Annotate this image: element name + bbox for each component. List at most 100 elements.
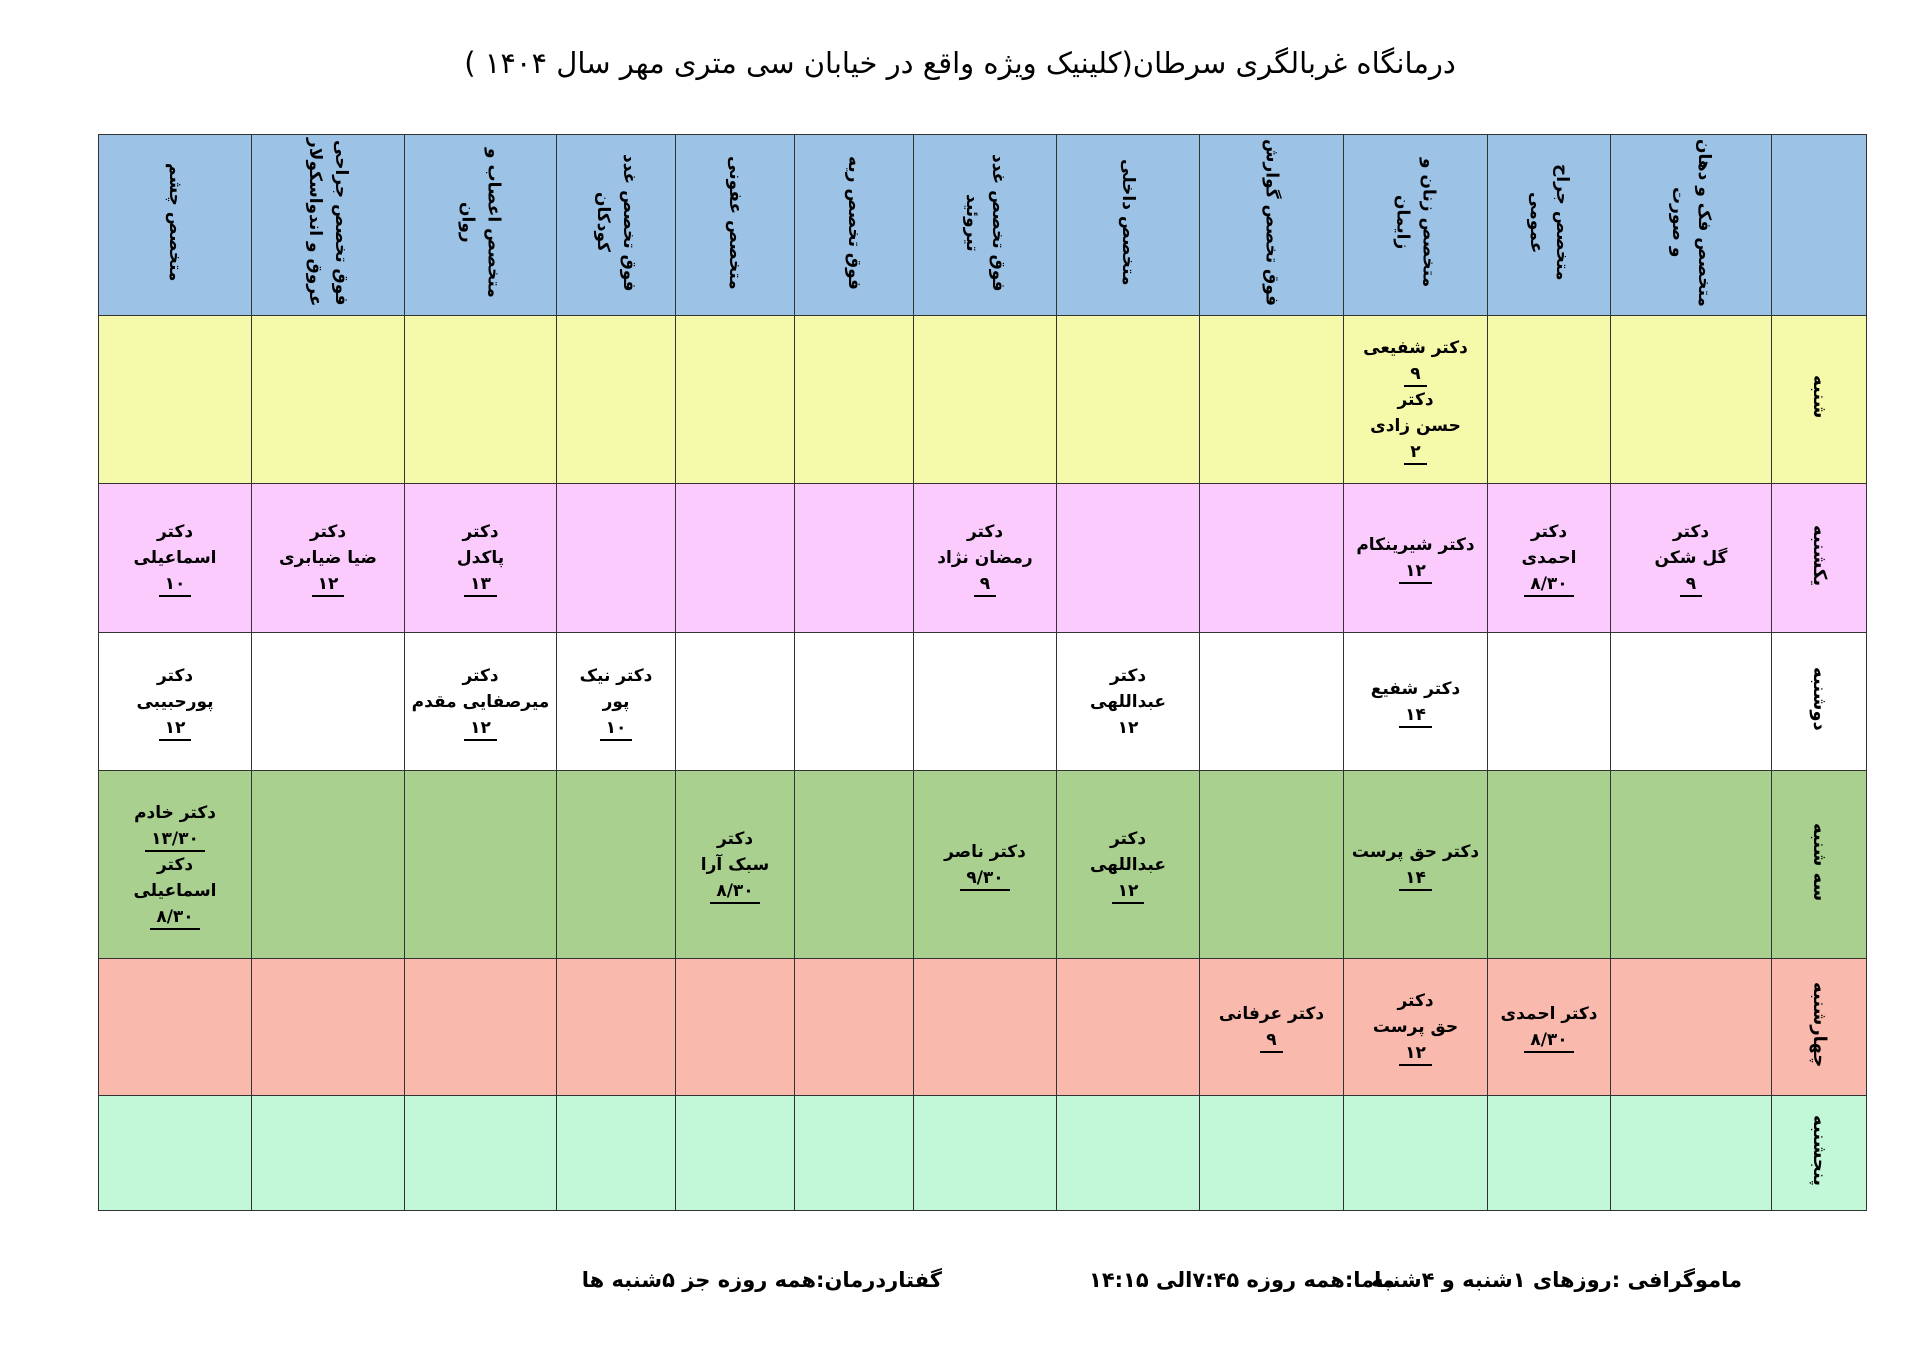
header-gynecology: متخصص زنان و زایمان bbox=[1343, 134, 1488, 316]
doctor-name: اسماعیلی bbox=[133, 880, 217, 901]
day-cell: دوشنبه bbox=[1771, 632, 1867, 771]
schedule-cell bbox=[1610, 958, 1772, 1096]
schedule-cell bbox=[98, 958, 252, 1096]
schedule-cell bbox=[404, 770, 557, 959]
day-label: پنجشنبه bbox=[1809, 1114, 1830, 1186]
doctor-name: عبداللهی bbox=[1090, 691, 1166, 712]
schedule-cell bbox=[556, 315, 676, 484]
schedule-cell bbox=[1056, 1095, 1200, 1211]
schedule-cell bbox=[675, 315, 795, 484]
day-label: یکشنبه bbox=[1809, 524, 1830, 587]
schedule-cell: دکتر شیرینکام ۱۲ bbox=[1343, 483, 1488, 633]
doctor-name: دکتر شیرینکام bbox=[1356, 535, 1475, 555]
doctor-name: دکتر bbox=[309, 522, 347, 542]
day-label: سه شنبه bbox=[1809, 822, 1830, 902]
schedule-cell bbox=[675, 632, 795, 771]
schedule-cell: دکتر حق پرست ۱۲ bbox=[1343, 958, 1488, 1096]
schedule-cell bbox=[1610, 770, 1772, 959]
visit-time: ۸/۳۰ bbox=[150, 906, 200, 930]
schedule-cell bbox=[1199, 632, 1344, 771]
header-pulmonology: فوق تخصص ریه bbox=[794, 134, 914, 316]
visit-time: ۹ bbox=[973, 573, 997, 597]
schedule-cell: دکتر پورحبیبی ۱۲ bbox=[98, 632, 252, 771]
doctor-name: دکتر عرفانی bbox=[1218, 1004, 1325, 1024]
schedule-cell: دکتر پاکدل ۱۳ bbox=[404, 483, 557, 633]
doctor-name: میرصفایی مقدم bbox=[411, 691, 550, 712]
schedule-cell bbox=[1056, 958, 1200, 1096]
doctor-name: پورحبیبی bbox=[136, 691, 214, 712]
header-thyroid-endocrinology: فوق تخصص غدد تیروئید bbox=[913, 134, 1057, 316]
doctor-name: دکتر ناصر bbox=[944, 841, 1026, 862]
schedule-cell bbox=[794, 632, 914, 771]
schedule-cell: دکتر احمدی ۸/۳۰ bbox=[1487, 958, 1611, 1096]
doctor-name: دکتر bbox=[1109, 828, 1147, 849]
doctor-name: دکتر حق پرست bbox=[1351, 841, 1480, 862]
header-neurology-psychiatry: متخصص اعصاب و روان bbox=[404, 134, 557, 316]
doctor-name: اسماعیلی bbox=[133, 548, 217, 568]
doctor-name: رمضان نژاد bbox=[937, 548, 1033, 568]
visit-time: ۱۳/۳۰ bbox=[145, 828, 205, 852]
schedule-cell bbox=[556, 1095, 676, 1211]
visit-time: ۱۰ bbox=[158, 573, 192, 597]
schedule-cell bbox=[251, 632, 405, 771]
header-vascular-surgery: فوق تخصص جراحی عروق و اندواسکولار bbox=[251, 134, 405, 316]
visit-time: ۹/۳۰ bbox=[960, 867, 1010, 891]
schedule-cell bbox=[913, 1095, 1057, 1211]
schedule-cell bbox=[556, 483, 676, 633]
schedule-cell: دکتر شفیعی ۹ دکتر حسن زادی ۲ bbox=[1343, 315, 1488, 484]
schedule-row: چهارشنبه دکتر احمدی ۸/۳۰ دکتر حق پرست ۱۲ دکتر … bbox=[98, 958, 1867, 1096]
doctor-name: دکتر bbox=[1672, 522, 1710, 542]
schedule-cell: دکتر خادم ۱۳/۳۰ دکتر اسماعیلی ۸/۳۰ bbox=[98, 770, 252, 959]
visit-time: ۹ bbox=[1679, 573, 1703, 597]
schedule-cell: دکتر شفیع ۱۴ bbox=[1343, 632, 1488, 771]
schedule-cell: دکتر احمدی ۸/۳۰ bbox=[1487, 483, 1611, 633]
schedule-cell: دکتر میرصفایی مقدم ۱۲ bbox=[404, 632, 557, 771]
doctor-name: دکتر شفیعی bbox=[1363, 337, 1468, 358]
schedule-row: شنبه دکتر شفیعی ۹ دکتر حسن زادی ۲ bbox=[98, 315, 1867, 484]
schedule-cell bbox=[794, 483, 914, 633]
header-pediatric-endocrinology: فوق تخصص غدد کودکان bbox=[556, 134, 676, 316]
visit-time: ۸/۳۰ bbox=[1524, 573, 1574, 597]
doctor-name: دکتر خادم bbox=[134, 802, 216, 823]
schedule-cell bbox=[675, 1095, 795, 1211]
doctor-name: حق پرست bbox=[1372, 1017, 1459, 1037]
schedule-cell bbox=[98, 315, 252, 484]
visit-time: ۱۴ bbox=[1399, 867, 1432, 891]
visit-time: ۱۴ bbox=[1399, 704, 1432, 728]
doctor-name: پور bbox=[602, 691, 630, 712]
schedule-cell bbox=[1199, 315, 1344, 484]
visit-time: ۸/۳۰ bbox=[1524, 1029, 1574, 1053]
doctor-name: دکتر bbox=[462, 665, 499, 686]
doctor-name: گل شکن bbox=[1654, 548, 1728, 568]
schedule-cell bbox=[1487, 315, 1611, 484]
day-cell: چهارشنبه bbox=[1771, 958, 1867, 1096]
doctor-name: دکتر bbox=[1397, 389, 1434, 410]
schedule-cell: دکتر عرفانی ۹ bbox=[1199, 958, 1344, 1096]
schedule-cell bbox=[251, 1095, 405, 1211]
schedule-cell bbox=[1199, 1095, 1344, 1211]
schedule-cell bbox=[913, 958, 1057, 1096]
schedule-cell bbox=[794, 770, 914, 959]
doctor-name: دکتر bbox=[1397, 991, 1434, 1011]
schedule-cell: دکتر حق پرست ۱۴ bbox=[1343, 770, 1488, 959]
visit-time: ۱۰ bbox=[599, 717, 633, 741]
schedule-cell: دکتر اسماعیلی ۱۰ bbox=[98, 483, 252, 633]
schedule-cell bbox=[1056, 483, 1200, 633]
visit-time: ۹ bbox=[1260, 1029, 1283, 1053]
visit-time: ۱۲ bbox=[1111, 880, 1145, 904]
schedule-cell: دکتر عبداللهی ۱۲ bbox=[1056, 632, 1200, 771]
schedule-cell bbox=[556, 958, 676, 1096]
doctor-name: دکتر bbox=[462, 522, 499, 542]
visit-time: ۲ bbox=[1404, 441, 1427, 465]
schedule-cell bbox=[675, 483, 795, 633]
doctor-name: دکتر شفیع bbox=[1370, 678, 1461, 699]
schedule-cell bbox=[1487, 1095, 1611, 1211]
doctor-name: دکتر bbox=[966, 522, 1004, 542]
day-label: شنبه bbox=[1809, 375, 1830, 419]
header-ophthalmology: متخصص چشم bbox=[98, 134, 252, 316]
doctor-name: دکتر bbox=[1530, 522, 1568, 542]
doctor-name: پاکدل bbox=[456, 548, 505, 568]
day-cell: سه شنبه bbox=[1771, 770, 1867, 959]
schedule-cell bbox=[1487, 632, 1611, 771]
day-cell: شنبه bbox=[1771, 315, 1867, 484]
